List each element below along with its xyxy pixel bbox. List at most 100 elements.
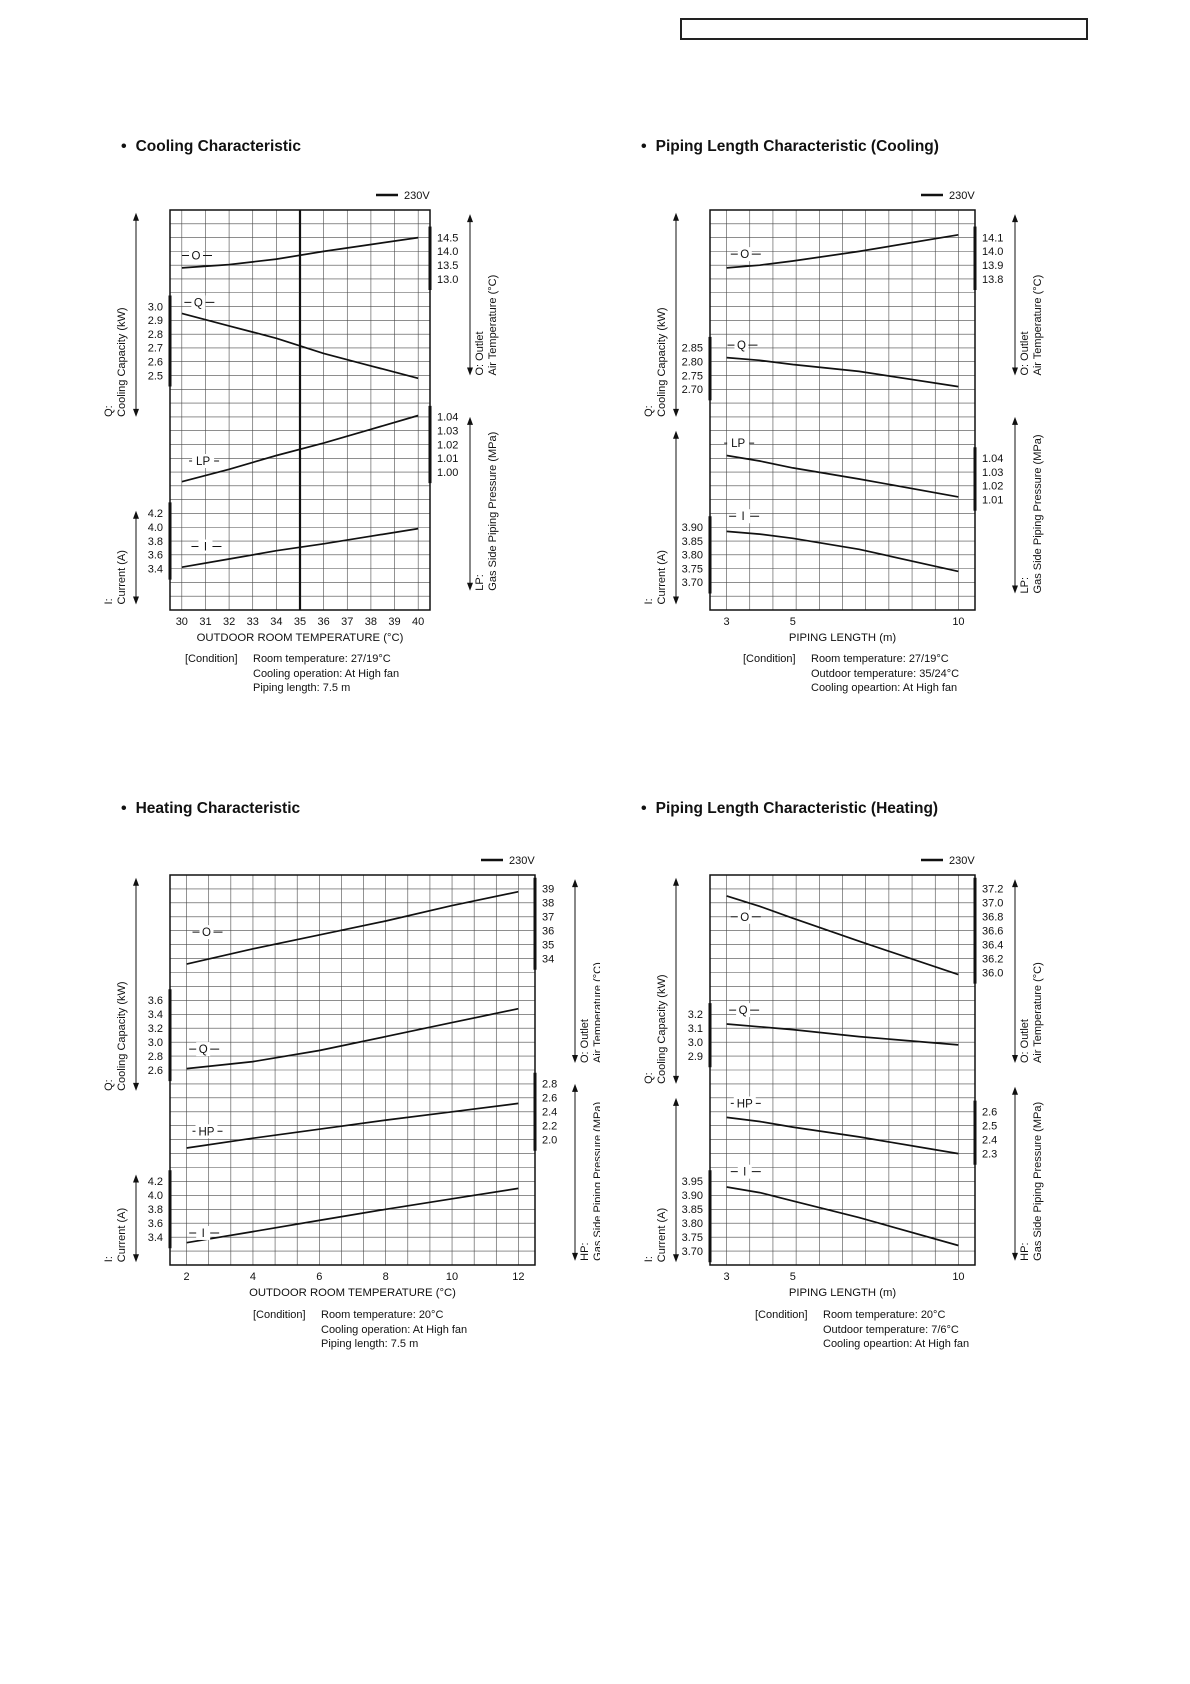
- y-tick-label: 1.02: [437, 439, 458, 451]
- y-tick-label: 3.6: [148, 995, 163, 1007]
- series-O: O: [726, 233, 959, 269]
- bullet-icon: •: [641, 138, 647, 155]
- arrow-down-icon: [673, 1254, 679, 1263]
- band-Q: 3.0 2.9 2.8 2.7 2.62.5 Q: Cooling Capacity (kW…: [103, 212, 172, 417]
- condition-block: [Condition] Room temperature: 20°C Outdo…: [755, 1308, 969, 1352]
- arrow-up-icon: [1012, 214, 1018, 223]
- y-tick-label: 3.90: [682, 522, 703, 534]
- series-curve-LP: [726, 454, 959, 498]
- condition-line: Room temperature: 20°C: [823, 1309, 946, 1321]
- arrow-down-icon: [1012, 1055, 1018, 1064]
- y-tick-label: 38: [542, 898, 554, 910]
- axis-unit-label: Gas Side Piping Pressure (MPa): [487, 432, 499, 591]
- y-tick-label: 2.6: [148, 357, 163, 369]
- arrow-down-icon: [133, 596, 139, 605]
- y-tick-label: 2.8: [148, 329, 163, 341]
- y-tick-label: 1.01: [982, 494, 1003, 506]
- plot-grid: [709, 209, 976, 611]
- y-tick-label: 2.5: [148, 370, 163, 382]
- y-tick-label: 3.85: [682, 536, 703, 548]
- y-tick-label: 3.85: [682, 1204, 703, 1216]
- y-tick-label: 37.0: [982, 898, 1003, 910]
- y-tick-label: 1.04: [982, 453, 1003, 465]
- arrow-up-icon: [673, 1097, 679, 1106]
- arrow-down-icon: [1012, 367, 1018, 376]
- plot-border: [709, 874, 976, 1266]
- series-curve-I: [726, 1186, 959, 1247]
- series-Q: Q: [181, 295, 419, 380]
- axis-unit-label: Cooling Capacity (kW): [116, 307, 128, 416]
- chart-title-text: Cooling Characteristic: [135, 138, 301, 155]
- y-tick-label: 36.8: [982, 912, 1003, 924]
- y-tick-label: 2.2: [542, 1121, 557, 1133]
- axis-unit-label: Q:: [643, 1072, 655, 1084]
- x-tick-label: 10: [952, 1271, 964, 1283]
- series-curve-I: [726, 530, 959, 573]
- y-tick-label: 14.1: [982, 232, 1003, 244]
- series-I: I: [181, 527, 419, 569]
- x-axis: 3 5 10 PIPING LENGTH (m): [724, 616, 965, 644]
- y-tick-label: 3.4: [148, 1009, 163, 1021]
- arrow-up-icon: [133, 1174, 139, 1183]
- arrow-down-icon: [133, 408, 139, 417]
- series-label-I: I: [742, 511, 745, 523]
- axis-unit-label: O: Outlet: [579, 1019, 591, 1063]
- y-tick-label: 2.4: [542, 1107, 557, 1119]
- x-tick-label: 32: [223, 616, 235, 628]
- axis-unit-label: Gas Side Piping Pressure (MPa): [592, 1102, 600, 1261]
- series-I: I: [726, 509, 959, 573]
- series-curve-HP: [726, 1116, 959, 1155]
- y-tick-label: 2.9: [148, 315, 163, 327]
- y-tick-label: 2.6: [982, 1107, 997, 1119]
- axis-unit-label: Current (A): [116, 550, 128, 604]
- condition-label: [Condition]: [755, 1309, 808, 1321]
- band-I: 3.95 3.90 3.85 3.80 3.75 3.70 I: Current (A): [643, 1097, 712, 1263]
- axis-unit-label: Air Temperature (°C): [592, 962, 600, 1063]
- arrow-up-icon: [1012, 416, 1018, 425]
- x-tick-label: 39: [388, 616, 400, 628]
- y-tick-label: 3.80: [682, 1218, 703, 1230]
- axis-unit-label: O: Outlet: [1019, 331, 1031, 375]
- condition-line: Outdoor temperature: 7/6°C: [823, 1323, 959, 1336]
- chart-section-cooling-characteristic: • Cooling Characteristic 14.5 14.0 13.5 13.0…: [55, 138, 590, 723]
- condition-line: Piping length: 7.5 m: [253, 682, 351, 695]
- series-label-O: O: [202, 927, 211, 939]
- axis-unit-label: Q:: [643, 405, 655, 417]
- legend: 230V: [481, 855, 535, 867]
- condition-block: [Condition] Room temperature: 20°C Cooli…: [253, 1308, 467, 1352]
- x-axis: 2 4 6 8 10 12 OUTDOOR ROOM TEMPERATURE (°C): [184, 1271, 525, 1299]
- x-tick-label: 3: [724, 616, 730, 628]
- arrow-up-icon: [467, 214, 473, 223]
- arrow-up-icon: [673, 430, 679, 439]
- y-tick-label: 2.6: [148, 1065, 163, 1077]
- x-axis-title: OUTDOOR ROOM TEMPERATURE (°C): [197, 632, 404, 644]
- series-curve-O: [181, 236, 419, 269]
- y-tick-label: 2.4: [982, 1134, 997, 1146]
- chart-title: • Piping Length Characteristic (Heating): [641, 800, 938, 818]
- y-tick-label: 13.9: [982, 260, 1003, 272]
- x-tick-label: 10: [446, 1271, 458, 1283]
- bullet-icon: •: [121, 138, 127, 155]
- arrow-up-icon: [673, 212, 679, 221]
- band-LP: 1.041.03 1.02 1.01 1.00 LP: Gas Side Piping P…: [428, 405, 499, 591]
- series-curve-O: [726, 233, 959, 269]
- arrow-up-icon: [673, 877, 679, 886]
- condition-label: [Condition]: [185, 653, 238, 665]
- y-tick-label: 1.00: [437, 467, 458, 479]
- y-tick-label: 3.90: [682, 1190, 703, 1202]
- y-tick-label: 4.2: [148, 1176, 163, 1188]
- band-I: 4.2 4.0 3.8 3.63.4 I: Current (A): [103, 502, 172, 605]
- chart-title-text: Piping Length Characteristic (Cooling): [655, 138, 939, 155]
- chart-canvas-piping-length-cooling: 14.1 14.0 13.9 13.8 O: Outlet Air Temperature…: [643, 190, 1044, 644]
- condition-label: [Condition]: [743, 653, 796, 665]
- condition-block: [Condition] Room temperature: 27/19°C Co…: [185, 652, 399, 696]
- arrow-down-icon: [673, 596, 679, 605]
- header-box: [680, 18, 1088, 40]
- y-tick-label: 3.4: [148, 563, 163, 575]
- x-tick-label: 12: [512, 1271, 524, 1283]
- condition-line: Cooling opeartion: At High fan: [823, 1338, 970, 1351]
- series-curve-Q: [181, 312, 419, 380]
